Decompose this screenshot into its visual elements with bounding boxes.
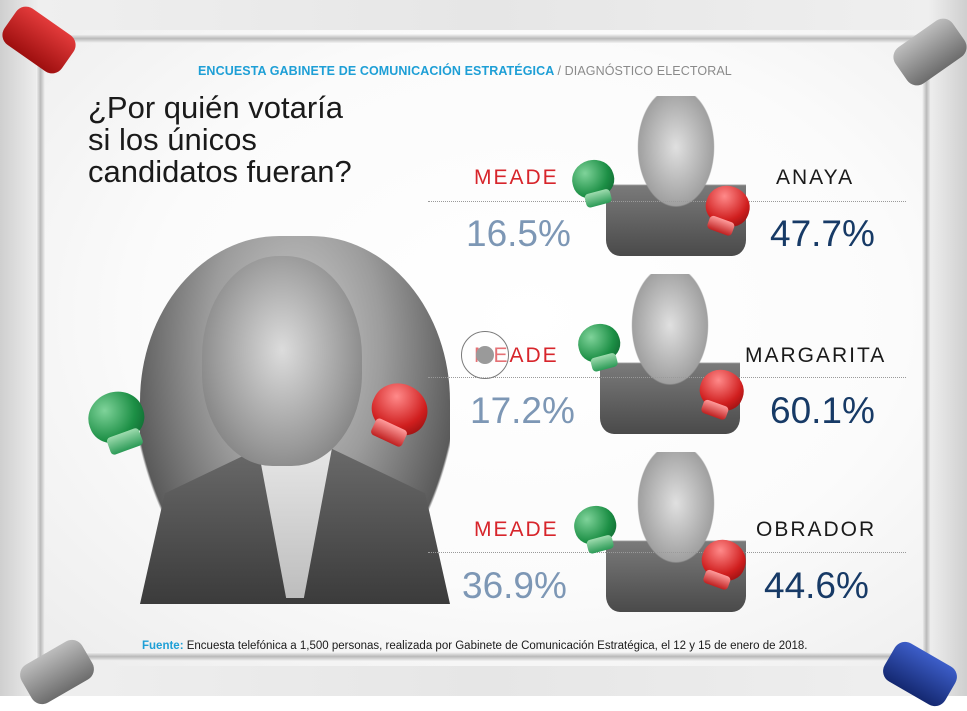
ring-rope-right — [922, 30, 931, 666]
footer-text: Encuesta telefónica a 1,500 personas, re… — [183, 640, 808, 652]
header: ENCUESTA GABINETE DE COMUNICACIÓN ESTRAT… — [198, 64, 732, 78]
left-candidate-name: MEADE — [474, 166, 559, 189]
header-source: ENCUESTA GABINETE DE COMUNICACIÓN ESTRAT… — [198, 64, 554, 78]
ring-rope-top — [40, 34, 927, 43]
ring-rope-left — [36, 30, 45, 666]
right-candidate-name: MARGARITA — [745, 344, 887, 367]
question-line: ¿Por quién votaría — [88, 90, 344, 125]
row-divider — [428, 552, 906, 553]
left-percentage: 17.2% — [470, 390, 575, 431]
question-line: si los únicos — [88, 122, 257, 157]
meade-face — [202, 256, 362, 466]
footer-source: Fuente: Encuesta telefónica a 1,500 pers… — [142, 640, 808, 652]
footer-label: Fuente: — [142, 640, 184, 652]
right-candidate-name: ANAYA — [776, 166, 855, 189]
mouse-cursor-indicator — [461, 331, 509, 379]
left-candidate-name: MEADE — [474, 518, 559, 541]
question-line: candidatos fueran? — [88, 154, 352, 189]
right-candidate-name: OBRADOR — [756, 518, 877, 541]
right-percentage: 60.1% — [770, 390, 875, 431]
right-percentage: 47.7% — [770, 213, 875, 254]
header-section: / DIAGNÓSTICO ELECTORAL — [557, 64, 732, 78]
left-percentage: 36.9% — [462, 565, 567, 606]
row-divider — [428, 201, 906, 202]
right-percentage: 44.6% — [764, 565, 869, 606]
ring-rope-bottom — [40, 652, 927, 661]
row-divider — [428, 377, 906, 378]
left-percentage: 16.5% — [466, 213, 571, 254]
question: ¿Por quién votaría si los únicos candida… — [88, 92, 388, 188]
